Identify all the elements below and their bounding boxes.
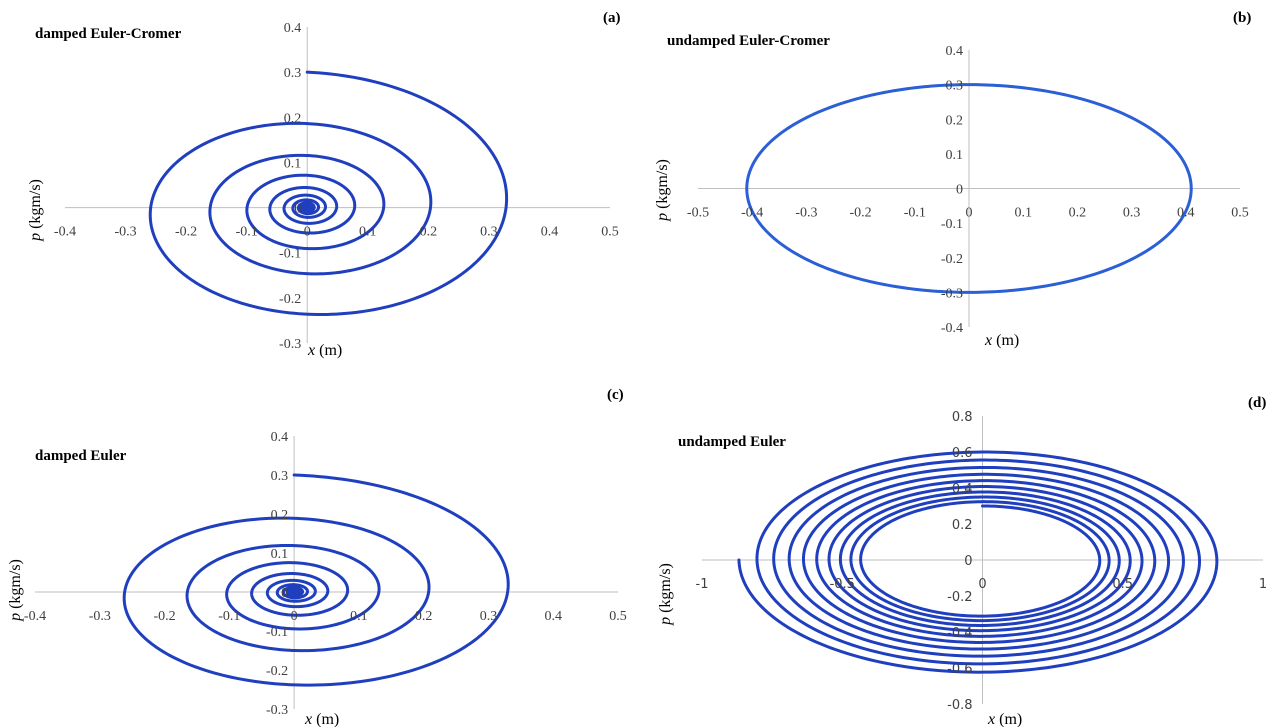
y-axis-title: p (kgm/s) [7,559,24,622]
chart-b-svg: -0.5 -0.4 -0.3 -0.2 -0.1 0 0.1 0.2 0.3 0.4 0.5-0.4… [654,10,1251,349]
y-tick-label: -0.6 [947,662,972,677]
x-tick-label: 0 [966,206,973,221]
y-axis-title: p (kgm/s) [657,563,674,626]
y-tick-label: 0.4 [946,44,964,59]
panel-label: (d) [1248,395,1266,411]
phase-space-trajectory [745,83,1193,294]
x-tick-label: 0.3 [480,609,498,624]
x-tick-label: 0.2 [420,225,438,240]
x-tick-label: 0.5 [601,225,619,240]
y-tick-label: -0.3 [266,703,288,718]
x-tick-label: 0.4 [544,609,562,624]
x-tick-label: 0.5 [1112,577,1133,592]
phase-space-trajectory [122,473,510,687]
x-tick-label: -0.2 [175,225,197,240]
x-tick-label: 1 [1259,577,1267,592]
y-tick-label: 0.2 [946,113,964,128]
y-tick-label: -0.2 [941,252,963,267]
x-tick-label: -0.1 [236,225,258,240]
y-axis-title: p (kgm/s) [654,159,671,222]
x-tick-label: -0.5 [687,206,709,221]
x-tick-label: 0 [978,577,986,592]
y-tick-label: 0.3 [284,66,302,81]
y-tick-label: -0.2 [279,292,301,307]
x-tick-label: -0.1 [904,206,926,221]
y-tick-label: 0.4 [952,482,973,497]
y-axis-title: p (kgm/s) [27,179,44,242]
x-tick-label: 0.1 [350,609,368,624]
y-tick-label: 0.4 [271,430,289,445]
y-tick-label: 0.2 [271,508,289,523]
y-tick-label: -0.8 [947,698,972,713]
chart-title: undamped Euler-Cromer [667,33,830,49]
y-tick-label: 0.1 [946,148,964,163]
x-tick-label: -0.3 [89,609,111,624]
chart-a-svg: -0.4 -0.3 -0.2 -0.1 0 0.1 0.2 0.3 0.4 0.5-0.3-0.2… [27,10,621,359]
y-tick-label: -0.4 [947,626,972,641]
x-tick-label: 0.5 [609,609,627,624]
y-tick-label: -0.4 [941,321,963,336]
x-tick-label: 0.5 [1231,206,1249,221]
x-tick-label: 0 [291,609,298,624]
x-axis-title: x (m) [984,332,1019,349]
chart-panel-d: -1 -0.5 0 0.5 1 -0.8 -0.6 -0.4 -0.2 0 0.2 0.4 0.6 0.8… [640,364,1277,727]
y-tick-label: -0.1 [279,247,301,262]
y-tick-label: 0.8 [952,410,973,425]
phase-space-trajectory [148,70,509,317]
y-tick-label: 0.3 [946,79,964,94]
y-tick-label: -0.2 [947,590,972,605]
x-axis-title: x (m) [304,711,339,727]
x-tick-label: -0.4 [54,225,76,240]
x-tick-label: 0.3 [1123,206,1141,221]
x-tick-label: 0.4 [541,225,559,240]
y-tick-label: 0.1 [271,547,289,562]
x-axis-title: x (m) [307,342,342,359]
x-tick-label: -0.5 [830,577,855,592]
x-tick-label: 0.1 [359,225,377,240]
chart-title: damped Euler [35,448,127,464]
y-tick-label: -0.3 [941,286,963,301]
x-tick-label: -0.3 [795,206,817,221]
y-tick-label: 0 [956,183,963,198]
y-tick-label: 0.2 [952,518,973,533]
x-tick-label: -0.4 [741,206,763,221]
x-axis-title: x (m) [987,711,1022,727]
chart-d-svg: -1 -0.5 0 0.5 1 -0.8 -0.6 -0.4 -0.2 0 0.2 0.4 0.6 0.8… [657,395,1267,727]
y-tick-label: 0 [294,202,301,217]
chart-title: undamped Euler [678,434,786,450]
x-tick-label: -0.2 [153,609,175,624]
chart-panel-b: -0.5 -0.4 -0.3 -0.2 -0.1 0 0.1 0.2 0.3 0.4 0.5 -0.4… [640,0,1277,364]
y-tick-label: 0 [964,554,972,569]
y-tick-label: -0.1 [941,217,963,232]
x-tick-label: -1 [696,577,709,592]
y-tick-label: 0.3 [271,469,289,484]
y-tick-label: 0.6 [952,446,973,461]
x-tick-label: 0.1 [1014,206,1031,221]
x-tick-label: 0.2 [415,609,433,624]
y-tick-label: 0.2 [284,111,302,126]
panel-label: (c) [607,387,624,403]
y-tick-label: 0 [281,586,288,601]
chart-title: damped Euler-Cromer [35,26,182,42]
x-tick-label: 0 [304,225,311,240]
y-tick-label: -0.2 [266,664,288,679]
y-tick-label: -0.3 [279,337,301,352]
x-tick-label: -0.3 [114,225,136,240]
x-tick-label: -0.1 [218,609,240,624]
phase-space-trajectory [737,450,1219,674]
x-tick-label: 0.3 [480,225,498,240]
panel-label: (b) [1233,10,1251,26]
chart-c-svg: -0.4 -0.3 -0.2 -0.1 0 0.1 0.2 0.3 0.4 0.5-0.3-0.2… [7,387,627,727]
y-tick-label: -0.1 [266,625,288,640]
x-tick-label: -0.4 [24,609,46,624]
y-tick-label: 0.4 [284,21,302,36]
x-tick-label: 0.2 [1069,206,1087,221]
x-tick-label: 0.4 [1177,206,1195,221]
x-tick-label: -0.2 [850,206,872,221]
chart-panel-a: -0.4 -0.3 -0.2 -0.1 0 0.1 0.2 0.3 0.4 0.5 -0.3 -0.2… [0,0,640,364]
chart-panel-c: -0.4 -0.3 -0.2 -0.1 0 0.1 0.2 0.3 0.4 0.5 -0.3 -0.2… [0,364,640,727]
y-tick-label: 0.1 [284,156,302,171]
panel-label: (a) [603,10,621,26]
